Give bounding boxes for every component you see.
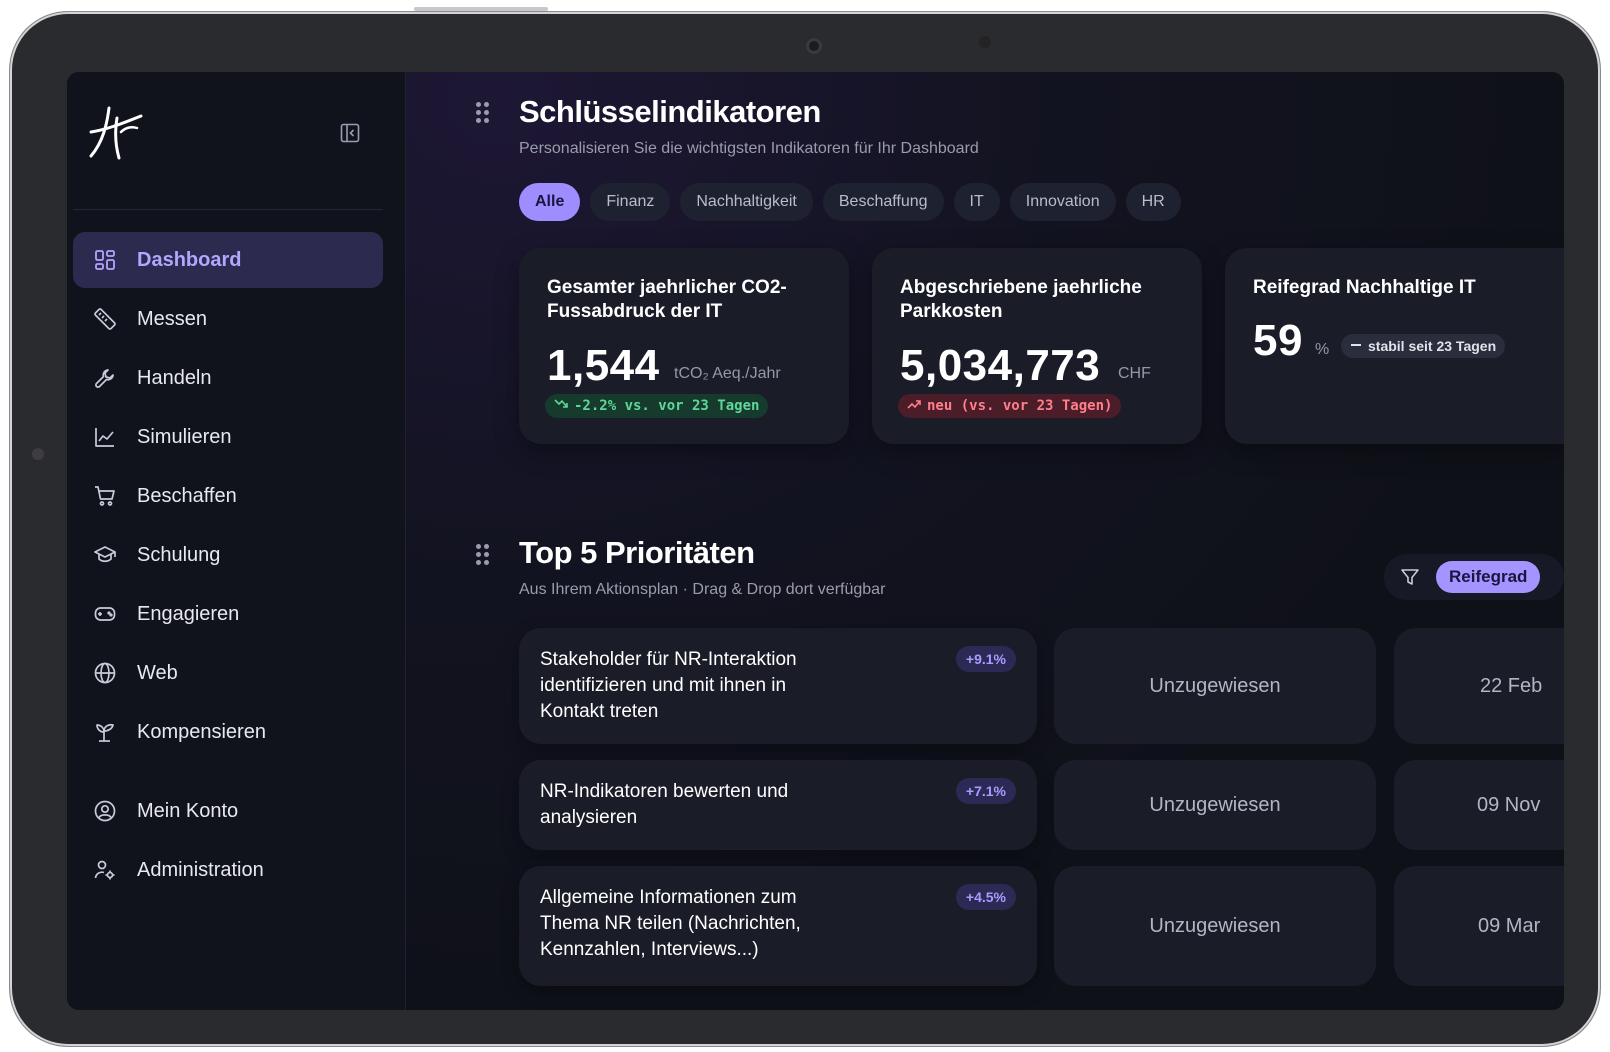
grid-icon <box>93 248 117 272</box>
trend-down-icon <box>554 398 568 414</box>
sidebar-item-simulieren[interactable]: Simulieren <box>73 409 383 465</box>
priorities-sort-control: Reifegrad <box>1384 554 1564 600</box>
wrench-icon <box>93 366 117 390</box>
sidebar-item-label: Handeln <box>137 366 212 389</box>
sidebar-item-schulung[interactable]: Schulung <box>73 527 383 583</box>
sidebar-item-label: Web <box>137 661 178 684</box>
kpi-card-reifegrad[interactable]: Reifegrad Nachhaltige IT 59 % stabil sei… <box>1225 248 1564 444</box>
stable-dash-icon <box>1350 338 1362 354</box>
kpi-section-title: Schlüsselindikatoren <box>519 94 821 129</box>
assignee-cell[interactable]: Unzugewiesen <box>1054 628 1376 744</box>
sidebar-item-label: Schulung <box>137 543 221 566</box>
sidebar-item-label: Messen <box>137 307 208 330</box>
kpi-value: 59 <box>1253 316 1303 365</box>
graduation-cap-icon <box>93 543 117 567</box>
filter-chip-beschaffung[interactable]: Beschaffung <box>822 183 944 221</box>
filter-chip-hr[interactable]: HR <box>1125 183 1181 221</box>
side-sensor <box>32 448 44 460</box>
sidebar-item-label: Engagieren <box>137 602 240 625</box>
kpi-value: 5,034,773 <box>900 341 1101 390</box>
kpi-unit: % <box>1315 341 1330 358</box>
cart-icon <box>93 484 117 508</box>
kpi-section-subtitle: Personalisieren Sie die wichtigsten Indi… <box>519 140 979 157</box>
priority-card[interactable]: NR-Indikatoren bewerten und analysieren … <box>519 760 1037 850</box>
kpi-unit: CHF <box>1118 365 1151 382</box>
assignee-cell[interactable]: Unzugewiesen <box>1054 760 1376 850</box>
kpi-unit: tCO₂ Aeq./Jahr <box>674 365 781 382</box>
kpi-title: Gesamter jaehrlicher CO2-Fussabdruck der… <box>547 277 787 322</box>
trend-up-icon <box>907 398 921 414</box>
kpi-title: Reifegrad Nachhaltige IT <box>1253 277 1476 298</box>
due-date-cell[interactable]: 22 Feb <box>1394 628 1564 744</box>
drag-handle-icon[interactable] <box>476 102 490 126</box>
sidebar-item-mein-konto[interactable]: Mein Konto <box>73 783 383 839</box>
badge-text: stabil seit 23 Tagen <box>1368 338 1497 354</box>
priorities-title: Top 5 Prioritäten <box>519 535 755 570</box>
filter-chip-nachhaltigkeit[interactable]: Nachhaltigkeit <box>680 183 813 221</box>
sidebar: Dashboard Messen <box>67 72 406 1010</box>
priority-card[interactable]: Allgemeine Informationen zum Thema NR te… <box>519 866 1037 986</box>
filter-chip-finanz[interactable]: Finanz <box>590 183 671 221</box>
priority-text: Stakeholder für NR-Interaktion identifiz… <box>540 649 797 722</box>
due-date-cell[interactable]: 09 Nov <box>1394 760 1564 850</box>
sidebar-item-web[interactable]: Web <box>73 645 383 701</box>
priority-card[interactable]: Stakeholder für NR-Interaktion identifiz… <box>519 628 1037 744</box>
filter-icon[interactable] <box>1398 565 1422 589</box>
sidebar-item-label: Mein Konto <box>137 799 239 822</box>
filter-chip-innovation[interactable]: Innovation <box>1009 183 1116 221</box>
app-screen: Dashboard Messen <box>67 72 1564 1010</box>
sidebar-divider <box>73 209 383 210</box>
sidebar-collapse-icon[interactable] <box>339 122 361 144</box>
gamepad-icon <box>93 602 117 626</box>
kpi-filter-chips: Alle Finanz Nachhaltigkeit Beschaffung I… <box>519 183 1181 221</box>
sidebar-nav: Dashboard Messen <box>73 232 383 901</box>
kpi-title: Abgeschriebene jaehrliche Parkkosten <box>900 277 1142 322</box>
sidebar-item-messen[interactable]: Messen <box>73 291 383 347</box>
priority-percent-badge: +7.1% <box>955 778 1016 804</box>
tablet-frame: Dashboard Messen <box>10 7 1600 1046</box>
ruler-icon <box>93 307 117 331</box>
priority-percent-badge: +9.1% <box>955 646 1016 672</box>
sprout-icon <box>93 720 117 744</box>
kpi-value: 1,544 <box>547 341 660 390</box>
hf-monogram-logo[interactable] <box>87 106 145 164</box>
priority-text: NR-Indikatoren bewerten und analysieren <box>540 781 789 828</box>
globe-icon <box>93 661 117 685</box>
kpi-trend-badge: stabil seit 23 Tagen <box>1341 334 1506 358</box>
sort-reifegrad-button[interactable]: Reifegrad <box>1436 561 1541 593</box>
kpi-trend-badge: -2.2% vs. vor 23 Tagen <box>545 394 769 418</box>
sidebar-item-label: Beschaffen <box>137 484 237 507</box>
filter-chip-it[interactable]: IT <box>953 183 1000 221</box>
filter-chip-alle[interactable]: Alle <box>519 183 581 221</box>
user-cog-icon <box>93 858 117 882</box>
line-chart-icon <box>93 425 117 449</box>
sidebar-item-dashboard[interactable]: Dashboard <box>73 232 383 288</box>
kpi-card-co2[interactable]: Gesamter jaehrlicher CO2-Fussabdruck der… <box>519 248 849 444</box>
badge-text: neu (vs. vor 23 Tagen) <box>927 398 1113 414</box>
kpi-card-parkkosten[interactable]: Abgeschriebene jaehrliche Parkkosten 5,0… <box>872 248 1202 444</box>
drag-handle-icon[interactable] <box>476 544 490 568</box>
due-date-cell[interactable]: 09 Mar <box>1394 866 1564 986</box>
main-content: Schlüsselindikatoren Personalisieren Sie… <box>406 72 1564 1010</box>
sidebar-item-label: Simulieren <box>137 425 232 448</box>
front-camera <box>806 38 822 54</box>
sidebar-item-engagieren[interactable]: Engagieren <box>73 586 383 642</box>
sidebar-item-beschaffen[interactable]: Beschaffen <box>73 468 383 524</box>
sidebar-item-administration[interactable]: Administration <box>73 842 383 898</box>
sidebar-item-kompensieren[interactable]: Kompensieren <box>73 704 383 760</box>
sidebar-item-label: Kompensieren <box>137 720 266 743</box>
assignee-cell[interactable]: Unzugewiesen <box>1054 866 1376 986</box>
sidebar-item-label: Dashboard <box>137 248 242 271</box>
priority-text: Allgemeine Informationen zum Thema NR te… <box>540 887 801 960</box>
device-top-button <box>414 7 548 11</box>
sidebar-item-handeln[interactable]: Handeln <box>73 350 383 406</box>
priorities-subtitle: Aus Ihrem Aktionsplan · Drag & Drop dort… <box>519 581 886 598</box>
sidebar-item-label: Administration <box>137 858 264 881</box>
user-circle-icon <box>93 799 117 823</box>
badge-text: -2.2% vs. vor 23 Tagen <box>574 398 760 414</box>
kpi-trend-badge: neu (vs. vor 23 Tagen) <box>898 394 1122 418</box>
priority-percent-badge: +4.5% <box>955 884 1016 910</box>
light-sensor <box>979 36 991 48</box>
